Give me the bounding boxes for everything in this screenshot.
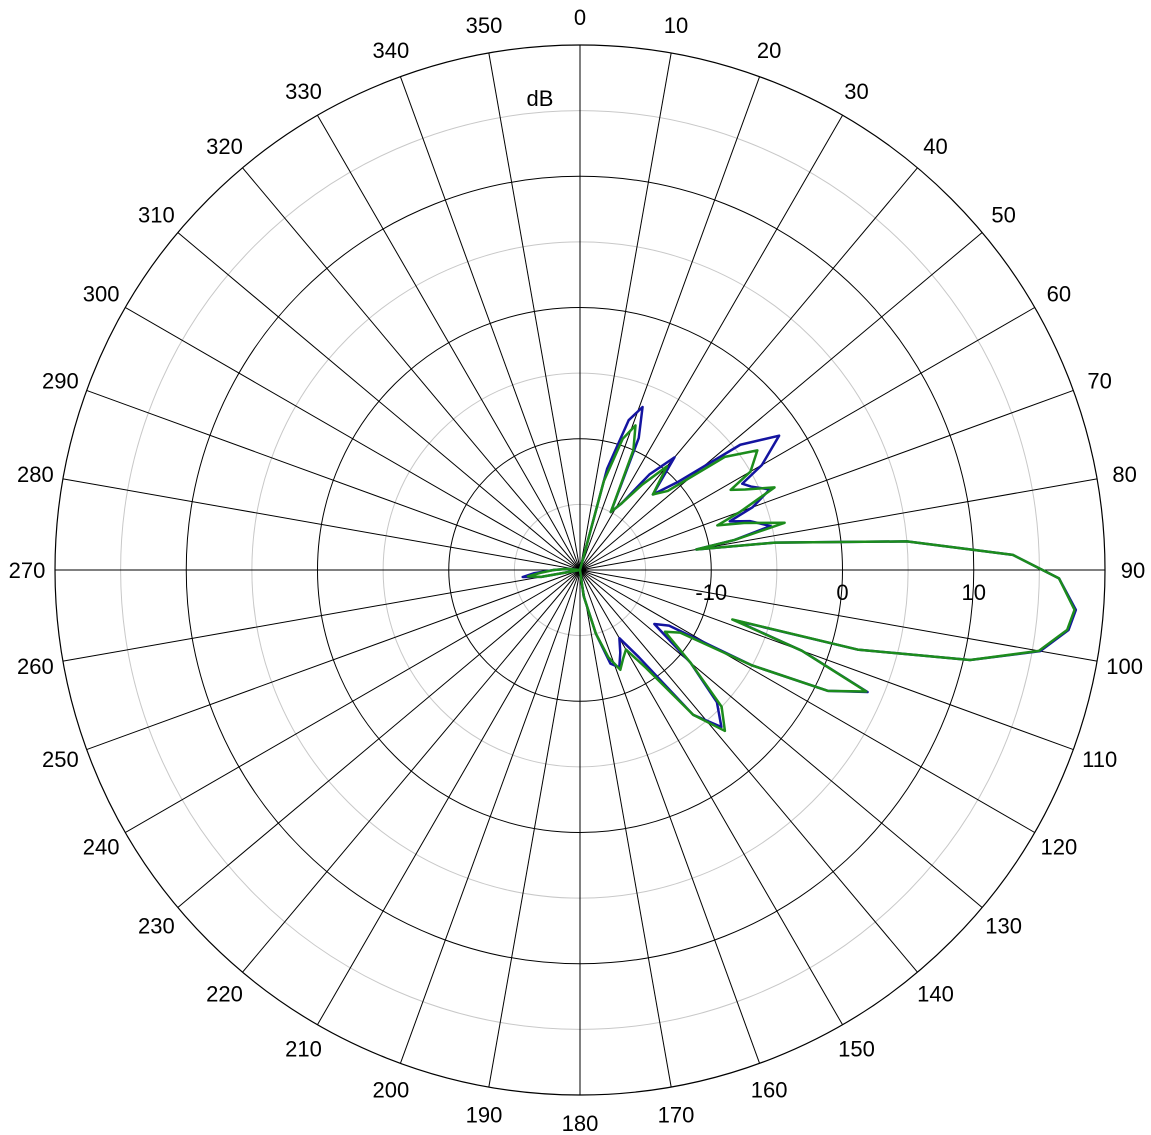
theta-tick-label: 20 xyxy=(757,38,781,63)
theta-tick-label: 350 xyxy=(466,13,503,38)
theta-tick-label: 290 xyxy=(42,369,79,394)
theta-tick-label: 150 xyxy=(838,1037,875,1062)
series-line xyxy=(521,405,1078,729)
theta-tick-label: 100 xyxy=(1106,654,1143,679)
spoke xyxy=(579,569,1098,662)
theta-tick-label: 140 xyxy=(917,981,954,1006)
theta-tick-label: 170 xyxy=(658,1102,695,1127)
spoke xyxy=(86,389,581,571)
spoke xyxy=(579,52,672,571)
series-line xyxy=(526,424,1076,733)
theta-tick-label: 260 xyxy=(17,654,54,679)
spoke xyxy=(62,569,581,662)
theta-tick-label: 320 xyxy=(206,134,243,159)
spoke xyxy=(242,167,581,571)
r-tick-label: 0 xyxy=(836,580,848,605)
theta-tick-label: 340 xyxy=(373,38,410,63)
theta-tick-label: 250 xyxy=(42,747,79,772)
theta-tick-label: 70 xyxy=(1087,369,1111,394)
theta-tick-label: 130 xyxy=(985,913,1022,938)
r-tick-label: -10 xyxy=(695,580,727,605)
spoke xyxy=(177,232,581,571)
theta-tick-label: 180 xyxy=(562,1111,599,1135)
spoke xyxy=(579,389,1074,571)
spoke xyxy=(579,569,761,1064)
spoke xyxy=(317,115,581,571)
theta-tick-label: 0 xyxy=(574,5,586,30)
spoke xyxy=(125,569,581,833)
spoke xyxy=(177,569,581,908)
theta-tick-label: 310 xyxy=(138,202,175,227)
spoke xyxy=(86,569,581,751)
spoke xyxy=(579,569,1074,751)
r-axis-label: dB xyxy=(527,86,554,111)
theta-tick-label: 210 xyxy=(285,1037,322,1062)
theta-tick-label: 80 xyxy=(1112,462,1136,487)
theta-tick-label: 60 xyxy=(1047,281,1071,306)
theta-tick-label: 110 xyxy=(1082,747,1117,772)
spoke xyxy=(579,569,843,1025)
spoke xyxy=(579,569,672,1088)
theta-tick-label: 330 xyxy=(285,79,322,104)
theta-tick-label: 300 xyxy=(83,281,120,306)
spoke xyxy=(125,307,581,571)
theta-tick-label: 240 xyxy=(83,834,120,859)
theta-tick-label: 220 xyxy=(206,981,243,1006)
theta-tick-label: 190 xyxy=(466,1102,503,1127)
spoke xyxy=(488,52,581,571)
spoke xyxy=(399,569,581,1064)
spoke xyxy=(579,232,983,571)
spoke xyxy=(488,569,581,1088)
theta-tick-label: 50 xyxy=(991,202,1015,227)
theta-tick-label: 200 xyxy=(373,1077,410,1102)
spoke xyxy=(579,115,843,571)
spoke xyxy=(579,167,918,571)
theta-tick-label: 280 xyxy=(17,462,54,487)
theta-tick-label: 270 xyxy=(9,558,46,583)
spoke xyxy=(579,76,761,571)
theta-tick-label: 230 xyxy=(138,913,175,938)
spoke xyxy=(579,478,1098,571)
spoke xyxy=(579,569,983,908)
r-tick-label: 10 xyxy=(962,580,986,605)
theta-tick-label: 160 xyxy=(751,1077,788,1102)
spoke xyxy=(62,478,581,571)
spoke xyxy=(317,569,581,1025)
spoke xyxy=(242,569,581,973)
spoke xyxy=(579,307,1035,571)
spoke xyxy=(399,76,581,571)
theta-tick-label: 120 xyxy=(1041,834,1078,859)
theta-tick-label: 10 xyxy=(664,13,688,38)
theta-tick-label: 90 xyxy=(1121,558,1145,583)
theta-tick-label: 30 xyxy=(844,79,868,104)
theta-tick-label: 40 xyxy=(923,134,947,159)
spoke xyxy=(579,569,1035,833)
spoke xyxy=(579,569,918,973)
